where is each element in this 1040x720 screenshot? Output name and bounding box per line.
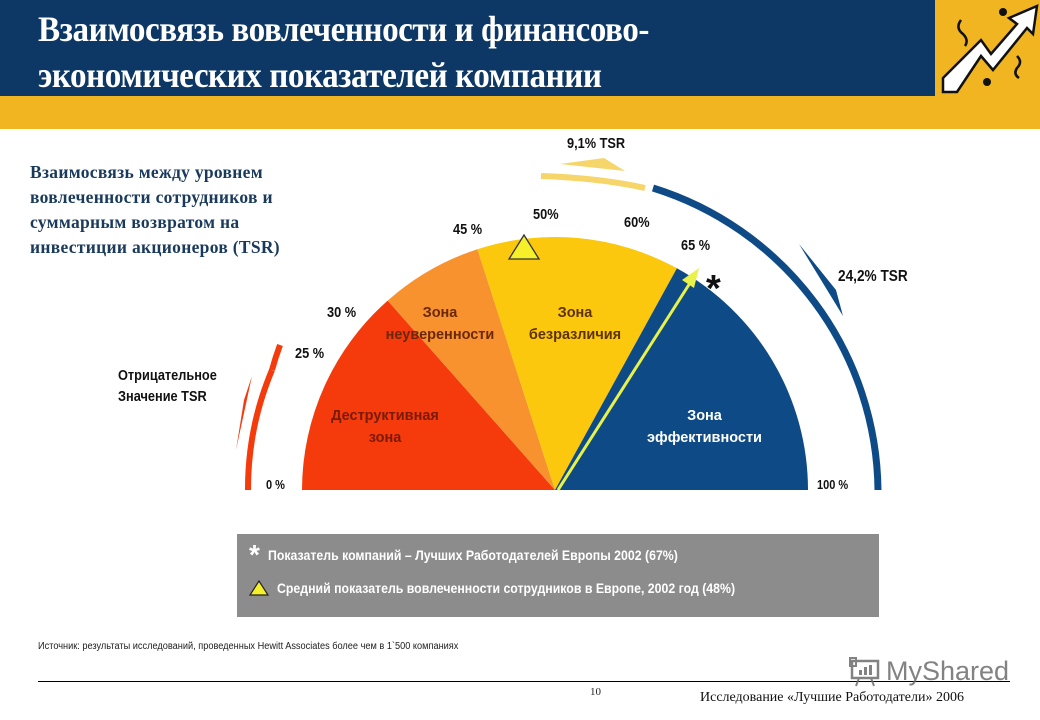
zone-destructive: [302, 300, 555, 490]
mid-tsr-label: 9,1% TSR: [567, 136, 626, 152]
zone-label-line: Деструктивная: [331, 408, 439, 424]
arrow-head-icon: [682, 268, 699, 288]
legend-item-europe-average: Средний показатель вовлеченности сотрудн…: [249, 577, 798, 599]
page-number: 10: [590, 686, 601, 698]
title-line-2: экономических показателей компании: [38, 55, 602, 95]
mid-tsr-arc: [540, 173, 646, 191]
logo: [935, 0, 1040, 96]
zone-uncertainty: [387, 249, 555, 490]
subtitle-line: Взаимосвязь между уровнем: [30, 162, 263, 182]
zone-label-indifference: Зона безразличия: [510, 302, 640, 346]
triangle-icon: [249, 580, 269, 596]
high-tsr-arc: [651, 184, 882, 491]
footer-divider: [38, 681, 1010, 682]
tick-0: 0 %: [266, 478, 285, 492]
presentation-board-icon: [849, 656, 880, 686]
high-tsr-label: 24,2% TSR: [838, 268, 908, 285]
zone-label-line: Зона: [687, 408, 722, 424]
page-title: Взаимосвязь вовлеченности и финансово- э…: [38, 6, 848, 98]
tick-100: 100 %: [817, 478, 849, 492]
tick-65: 65 %: [681, 238, 711, 254]
negative-tsr-label: Отрицательное Значение TSR: [118, 366, 217, 408]
zone-efficiency: [555, 268, 808, 490]
zone-label-efficiency: Зона эффективности: [637, 405, 772, 449]
legend-text: Показатель компаний – Лучших Работодател…: [267, 547, 678, 563]
negative-tsr-arrow-icon: [236, 376, 252, 450]
legend-box: * Показатель компаний – Лучших Работодат…: [237, 534, 879, 617]
tick-45: 45 %: [453, 222, 483, 238]
zone-label-line: зона: [368, 430, 402, 446]
tick-25: 25 %: [295, 346, 325, 362]
zone-label-line: неуверенности: [385, 327, 495, 343]
negative-tsr-arc: [244, 368, 275, 491]
zone-indifference: [477, 237, 677, 490]
watermark: MyShared: [848, 656, 1009, 687]
accent-band: [0, 96, 1040, 129]
zone-label-destructive: Деструктивная зона: [320, 405, 450, 449]
zone-label-line: эффективности: [647, 430, 762, 446]
zone-label-line: Зона: [557, 305, 593, 321]
tsr-label-line: Значение TSR: [118, 389, 207, 405]
asterisk-marker-icon: *: [706, 268, 721, 310]
tick-50: 50%: [533, 207, 559, 223]
chart-subtitle: Взаимосвязь между уровнем вовлеченности …: [30, 160, 350, 260]
asterisk-icon: *: [249, 539, 260, 570]
watermark-text: MyShared: [886, 656, 1010, 686]
legend-text: Средний показатель вовлеченности сотрудн…: [277, 580, 736, 596]
title-bar: Взаимосвязь вовлеченности и финансово- э…: [0, 0, 935, 96]
subtitle-line: вовлеченности сотрудников и: [30, 187, 273, 207]
rising-arrow-icon: [935, 0, 1040, 96]
footer-caption: Исследование «Лучшие Работодатели» 2006: [700, 690, 964, 705]
tick-60: 60%: [624, 215, 650, 231]
arrow-line: [556, 282, 692, 491]
zone-label-uncertainty: Зона неуверенности: [375, 302, 505, 346]
tsr-label-line: Отрицательное: [118, 368, 217, 384]
tick-30: 30 %: [327, 305, 357, 321]
source-note: Источник: результаты исследований, прове…: [38, 641, 459, 652]
zone-label-line: безразличия: [528, 327, 622, 343]
mid-tsr-arrow-icon: [560, 158, 625, 171]
subtitle-line: суммарным возвратом на: [30, 212, 240, 232]
legend-item-best-employers: * Показатель компаний – Лучших Работодат…: [249, 539, 734, 570]
title-line-1: Взаимосвязь вовлеченности и финансово-: [38, 9, 649, 49]
high-tsr-arrow-icon: [799, 244, 843, 316]
negative-tsr-arc-top: [269, 343, 283, 371]
zone-label-line: Зона: [422, 305, 458, 321]
triangle-marker-icon: [507, 233, 541, 260]
subtitle-line: инвестиции акционеров (TSR): [30, 237, 280, 257]
